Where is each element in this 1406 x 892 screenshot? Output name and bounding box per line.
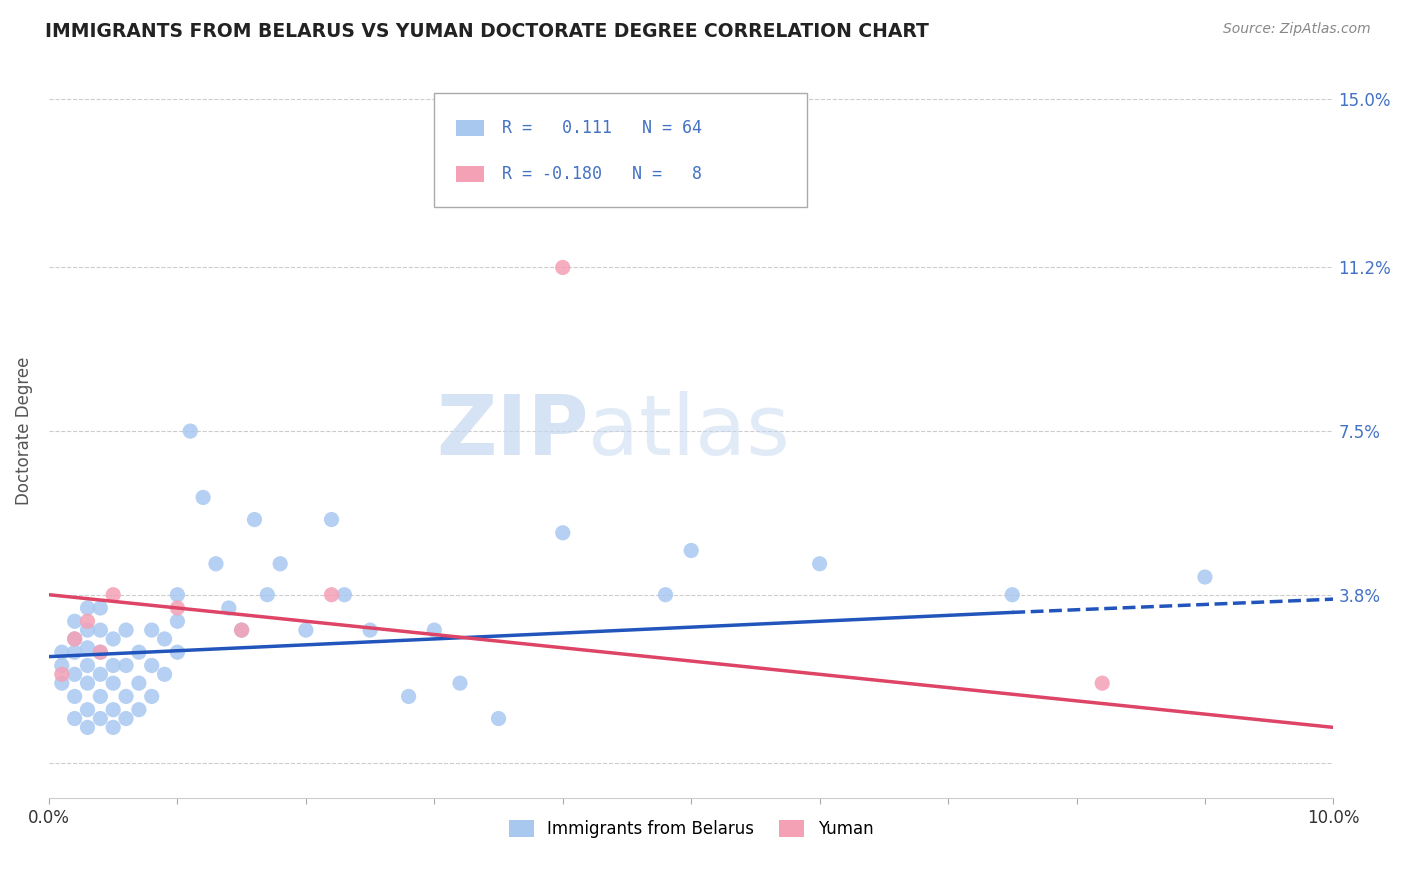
Point	[179, 424, 201, 438]
Point	[488, 712, 510, 726]
Point	[654, 588, 676, 602]
Point	[269, 557, 291, 571]
Point	[231, 623, 253, 637]
Point	[191, 491, 214, 505]
Point	[333, 588, 356, 602]
Point	[218, 601, 240, 615]
Point	[153, 632, 176, 646]
Point	[128, 703, 150, 717]
Point	[551, 260, 574, 275]
Point	[115, 623, 138, 637]
Point	[76, 623, 98, 637]
Point	[89, 645, 111, 659]
Point	[256, 588, 278, 602]
Point	[51, 667, 73, 681]
Point	[423, 623, 446, 637]
Point	[76, 676, 98, 690]
Point	[63, 632, 86, 646]
Point	[128, 676, 150, 690]
Point	[89, 601, 111, 615]
Point	[63, 632, 86, 646]
Point	[1091, 676, 1114, 690]
Point	[166, 614, 188, 628]
Point	[153, 667, 176, 681]
Point	[359, 623, 381, 637]
Point	[76, 614, 98, 628]
Point	[166, 588, 188, 602]
Point	[63, 614, 86, 628]
Point	[166, 601, 188, 615]
Point	[321, 512, 343, 526]
Point	[141, 623, 163, 637]
Point	[398, 690, 420, 704]
Point	[551, 525, 574, 540]
Point	[103, 720, 125, 734]
Text: Source: ZipAtlas.com: Source: ZipAtlas.com	[1223, 22, 1371, 37]
Point	[205, 557, 228, 571]
Text: R =   0.111   N = 64: R = 0.111 N = 64	[502, 119, 703, 137]
Point	[103, 658, 125, 673]
Point	[76, 703, 98, 717]
Point	[128, 645, 150, 659]
Text: IMMIGRANTS FROM BELARUS VS YUMAN DOCTORATE DEGREE CORRELATION CHART: IMMIGRANTS FROM BELARUS VS YUMAN DOCTORA…	[45, 22, 929, 41]
Point	[103, 632, 125, 646]
Point	[115, 712, 138, 726]
Legend: Immigrants from Belarus, Yuman: Immigrants from Belarus, Yuman	[502, 814, 880, 845]
Point	[231, 623, 253, 637]
Point	[1001, 588, 1024, 602]
Point	[321, 588, 343, 602]
Point	[1194, 570, 1216, 584]
Point	[141, 658, 163, 673]
Bar	[456, 166, 485, 182]
Point	[103, 703, 125, 717]
Point	[115, 690, 138, 704]
Point	[89, 712, 111, 726]
Point	[63, 645, 86, 659]
Point	[141, 690, 163, 704]
Text: ZIP: ZIP	[436, 391, 589, 472]
Point	[103, 588, 125, 602]
Point	[89, 690, 111, 704]
Text: R = -0.180   N =   8: R = -0.180 N = 8	[502, 165, 703, 183]
Point	[115, 658, 138, 673]
Point	[63, 690, 86, 704]
Point	[76, 601, 98, 615]
Point	[808, 557, 831, 571]
Point	[51, 658, 73, 673]
Point	[76, 658, 98, 673]
Point	[89, 667, 111, 681]
Point	[63, 667, 86, 681]
Point	[295, 623, 318, 637]
Point	[166, 645, 188, 659]
Point	[89, 623, 111, 637]
Point	[89, 645, 111, 659]
Point	[51, 645, 73, 659]
Text: atlas: atlas	[589, 391, 790, 472]
Bar	[456, 120, 485, 136]
Point	[243, 512, 266, 526]
Point	[76, 720, 98, 734]
Point	[103, 676, 125, 690]
Point	[681, 543, 703, 558]
Point	[76, 640, 98, 655]
Point	[51, 676, 73, 690]
Y-axis label: Doctorate Degree: Doctorate Degree	[15, 357, 32, 505]
FancyBboxPatch shape	[434, 94, 807, 207]
Point	[63, 712, 86, 726]
Point	[449, 676, 471, 690]
